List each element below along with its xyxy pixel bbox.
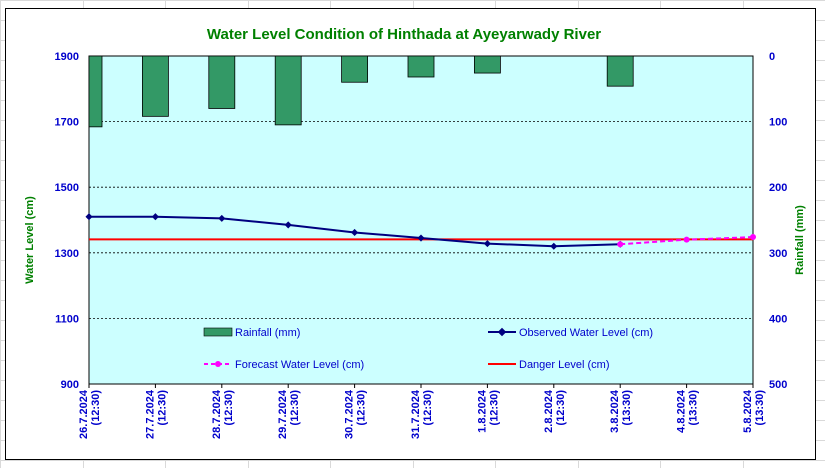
x-axis-ticks: 26.7.2024 (12:30) 27.7.2024 (12:30) 28.7.202…: [78, 384, 766, 439]
x-tick-date: 30.7.2024: [344, 389, 356, 439]
right-tick-label: 400: [769, 313, 787, 325]
right-tick-label: 500: [769, 379, 787, 391]
x-tick-date: 5.8.2024: [742, 389, 754, 433]
x-tick-date: 27.7.2024: [144, 389, 156, 439]
x-tick-label: 5.8.2024 (13:30): [742, 389, 766, 433]
x-tick-time: (12:30): [422, 390, 434, 426]
forecast-point: [750, 234, 756, 241]
legend-observed-label: Observed Water Level (cm): [519, 327, 653, 339]
rainfall-bar: [606, 55, 634, 87]
left-tick-label: 1700: [55, 117, 79, 129]
left-tick-label: 1500: [55, 182, 79, 194]
left-axis-ticks: 1900 1700 1500 1300 1100 900: [55, 51, 79, 391]
x-tick-date: 31.7.2024: [410, 389, 422, 439]
rainfall-bar: [274, 55, 302, 126]
x-tick-date: 28.7.2024: [211, 389, 223, 439]
x-tick-time: (12:30): [289, 390, 301, 426]
forecast-point: [683, 236, 690, 243]
observed-point: [483, 240, 491, 248]
legend-item-danger: Danger Level (cm): [488, 359, 609, 371]
x-tick-date: 29.7.2024: [277, 389, 289, 439]
left-tick-label: 900: [61, 379, 79, 391]
x-tick-label: 30.7.2024 (12:30): [344, 389, 368, 439]
plot-area: [88, 55, 754, 385]
right-tick-label: 200: [769, 182, 787, 194]
left-axis-label: Water Level (cm): [24, 196, 36, 284]
x-tick-date: 3.8.2024: [609, 389, 621, 433]
x-tick-time: (13:30): [688, 390, 700, 426]
right-axis-label: Rainfall (mm): [794, 205, 806, 275]
x-tick-label: 29.7.2024 (12:30): [277, 389, 301, 439]
observed-point: [284, 221, 292, 229]
x-tick-date: 2.8.2024: [543, 389, 555, 433]
chart-area[interactable]: Water Level Condition of Hinthada at Aye…: [5, 8, 816, 460]
x-tick-date: 4.8.2024: [676, 389, 688, 433]
legend-rainfall-swatch: [203, 327, 233, 337]
x-tick-label: 1.8.2024 (12:30): [476, 389, 500, 433]
legend-item-observed: Observed Water Level (cm): [488, 327, 653, 339]
left-tick-label: 1300: [55, 248, 79, 260]
x-tick-time: (12:30): [223, 390, 235, 426]
rainfall-bar: [141, 55, 169, 117]
left-tick-label: 1900: [55, 51, 79, 63]
legend-danger-label: Danger Level (cm): [519, 359, 609, 371]
rainfall-bar: [473, 55, 501, 74]
chart-svg: Water Level Condition of Hinthada at Aye…: [24, 26, 806, 439]
x-tick-time: (12:30): [90, 390, 102, 426]
right-axis-ticks: 0 100 200 300 400 500: [769, 51, 787, 391]
x-tick-label: 4.8.2024 (13:30): [676, 389, 700, 433]
legend-rainfall-label: Rainfall (mm): [235, 327, 300, 339]
legend-forecast-marker: [215, 361, 221, 367]
observed-point: [151, 213, 159, 221]
rainfall-bar: [88, 55, 103, 128]
x-tick-time: (12:30): [488, 390, 500, 426]
forecast-point: [617, 241, 624, 248]
x-tick-label: 27.7.2024 (12:30): [144, 389, 168, 439]
x-tick-date: 26.7.2024: [78, 389, 90, 439]
legend-forecast-label: Forecast Water Level (cm): [235, 359, 364, 371]
x-tick-label: 28.7.2024 (12:30): [211, 389, 235, 439]
x-tick-label: 2.8.2024 (12:30): [543, 389, 567, 433]
legend-item-forecast: Forecast Water Level (cm): [204, 359, 364, 371]
x-tick-label: 26.7.2024 (12:30): [78, 389, 102, 439]
right-tick-label: 0: [769, 51, 775, 63]
observed-point: [550, 242, 558, 250]
x-tick-time: (12:30): [156, 390, 168, 426]
legend-item-rainfall: Rainfall (mm): [203, 327, 300, 339]
rainfall-bars: [88, 55, 634, 128]
x-tick-time: (12:30): [555, 390, 567, 426]
right-tick-label: 100: [769, 117, 787, 129]
x-tick-label: 3.8.2024 (13:30): [609, 389, 633, 433]
x-tick-time: (13:30): [621, 390, 633, 426]
x-tick-time: (12:30): [356, 390, 368, 426]
observed-point: [417, 234, 425, 242]
chart-title: Water Level Condition of Hinthada at Aye…: [207, 26, 601, 43]
x-tick-label: 31.7.2024 (12:30): [410, 389, 434, 439]
forecast-water-level-line: [617, 234, 756, 248]
x-tick-date: 1.8.2024: [476, 389, 488, 433]
observed-point: [351, 228, 359, 236]
legend: Rainfall (mm) Observed Water Level (cm) …: [203, 327, 653, 371]
rainfall-bar: [407, 55, 435, 78]
x-tick-time: (13:30): [754, 390, 766, 426]
rainfall-bar: [341, 55, 369, 83]
legend-observed-marker: [497, 327, 507, 337]
observed-point: [85, 213, 93, 221]
left-tick-label: 1100: [55, 313, 79, 325]
rainfall-bar: [208, 55, 236, 109]
observed-point: [218, 214, 226, 222]
right-tick-label: 300: [769, 248, 787, 260]
gridlines: [89, 121, 753, 319]
